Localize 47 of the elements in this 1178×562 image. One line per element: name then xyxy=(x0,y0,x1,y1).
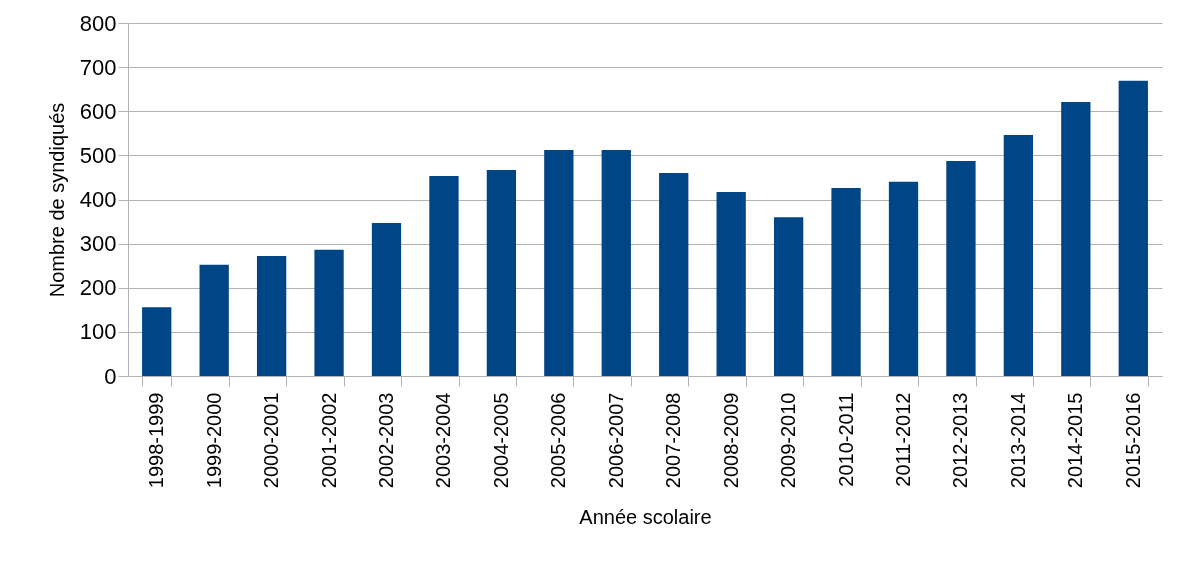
x-tick-label: 2014-2015 xyxy=(1064,392,1087,489)
x-tick-label: 2011-2012 xyxy=(892,392,914,487)
y-tick-label: 500 xyxy=(79,142,117,168)
x-tick-label: 2010-2011 xyxy=(834,392,857,487)
y-tick-label: 100 xyxy=(79,319,117,345)
x-tick-label: 2002-2003 xyxy=(375,392,397,489)
x-tick-label: 2013-2014 xyxy=(1006,392,1029,489)
x-axis-title: Année scolaire xyxy=(579,506,712,529)
bar xyxy=(314,249,344,376)
y-tick-label: 200 xyxy=(79,275,117,301)
x-tick-label: 2012-2013 xyxy=(949,392,972,489)
bar xyxy=(1118,80,1148,376)
bar xyxy=(199,264,229,376)
bar xyxy=(888,181,919,376)
bar xyxy=(371,222,402,376)
bar xyxy=(716,192,746,376)
y-tick-label: 800 xyxy=(79,10,117,36)
bar xyxy=(142,307,172,376)
x-tick-label: 2003-2004 xyxy=(432,392,455,489)
bar xyxy=(544,150,574,376)
bar xyxy=(601,150,631,376)
y-tick-label: 0 xyxy=(104,363,117,389)
x-tick-label: 1998-1999 xyxy=(145,392,168,489)
x-tick-label: 2009-2010 xyxy=(777,392,800,489)
x-tick-label: 2007-2008 xyxy=(662,392,685,489)
x-tick-label: 2004-2005 xyxy=(489,392,512,489)
y-tick-label: 400 xyxy=(79,187,117,212)
y-tick-label: 700 xyxy=(79,54,117,80)
y-tick-label: 600 xyxy=(79,98,117,124)
x-tick-label: 2005-2006 xyxy=(547,392,570,489)
bar xyxy=(256,255,287,376)
bar xyxy=(1003,135,1034,376)
x-tick-label: 1999-2000 xyxy=(202,392,225,489)
bar xyxy=(946,161,976,376)
x-tick-label: 2000-2001 xyxy=(260,392,283,489)
bar xyxy=(831,188,861,376)
y-axis-title: Nombre de syndiqués xyxy=(45,102,68,298)
bar xyxy=(659,173,689,376)
bar xyxy=(1061,101,1091,376)
x-tick-label: 2008-2009 xyxy=(719,392,742,489)
bar xyxy=(486,169,517,376)
x-tick-label: 2006-2007 xyxy=(604,392,627,489)
x-tick-label: 2015-2016 xyxy=(1121,392,1144,489)
bar xyxy=(429,176,459,376)
x-tick-label: 2001-2002 xyxy=(317,392,340,489)
y-tick-label: 300 xyxy=(79,231,117,257)
bar xyxy=(773,217,804,376)
